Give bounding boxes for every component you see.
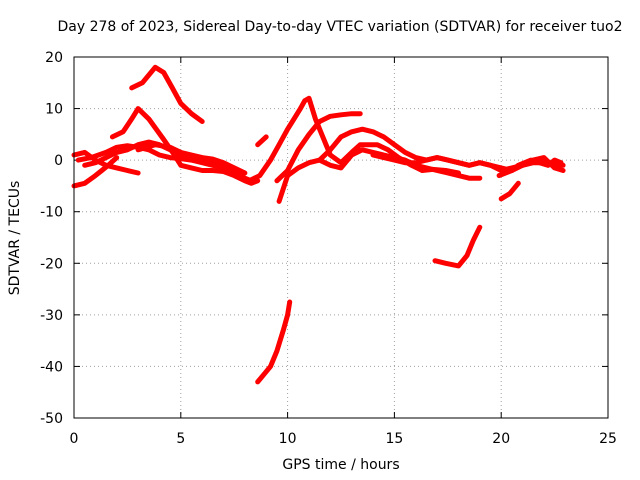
chart-title: Day 278 of 2023, Sidereal Day-to-day VTE…	[57, 19, 622, 35]
series-line-s8	[255, 134, 269, 148]
x-tick-label: 15	[385, 431, 403, 447]
x-tick-label: 25	[599, 431, 617, 447]
y-tick-label: -40	[40, 359, 63, 375]
series-line-s7	[135, 142, 248, 176]
series-line-s17	[432, 224, 483, 269]
y-tick-label: 0	[54, 153, 63, 169]
y-tick-label: -50	[40, 411, 63, 427]
series-line-s16	[255, 299, 293, 385]
series-line-s10	[274, 111, 363, 184]
plot-frame	[73, 56, 609, 419]
y-axis-label: SDTVAR / TECUs	[7, 181, 23, 296]
x-tick-label: 5	[176, 431, 185, 447]
series-line-s15	[498, 180, 521, 202]
series-line-s4	[129, 64, 205, 124]
y-tick-label: -10	[40, 205, 63, 221]
y-tick-label: -20	[40, 256, 63, 272]
x-tick-label: 0	[70, 431, 79, 447]
x-tick-label: 20	[492, 431, 510, 447]
x-tick-label: 10	[279, 431, 297, 447]
x-tick-labels: 0 5 10 15 20 25	[70, 431, 617, 447]
y-tick-labels: 20 10 0 -10 -20 -30 -40 -50	[40, 50, 63, 427]
x-axis-label: GPS time / hours	[282, 457, 399, 473]
series-line-s14	[496, 157, 564, 179]
y-tick-label: -30	[40, 308, 63, 324]
axis-ticks	[73, 56, 609, 419]
plot-area	[71, 64, 566, 385]
grid-lines	[74, 57, 608, 418]
series-line-s6	[75, 143, 254, 184]
series-line-s2	[71, 155, 120, 189]
y-tick-label: 10	[45, 102, 63, 118]
y-tick-label: 20	[45, 50, 63, 66]
series-line-s11	[276, 147, 483, 204]
